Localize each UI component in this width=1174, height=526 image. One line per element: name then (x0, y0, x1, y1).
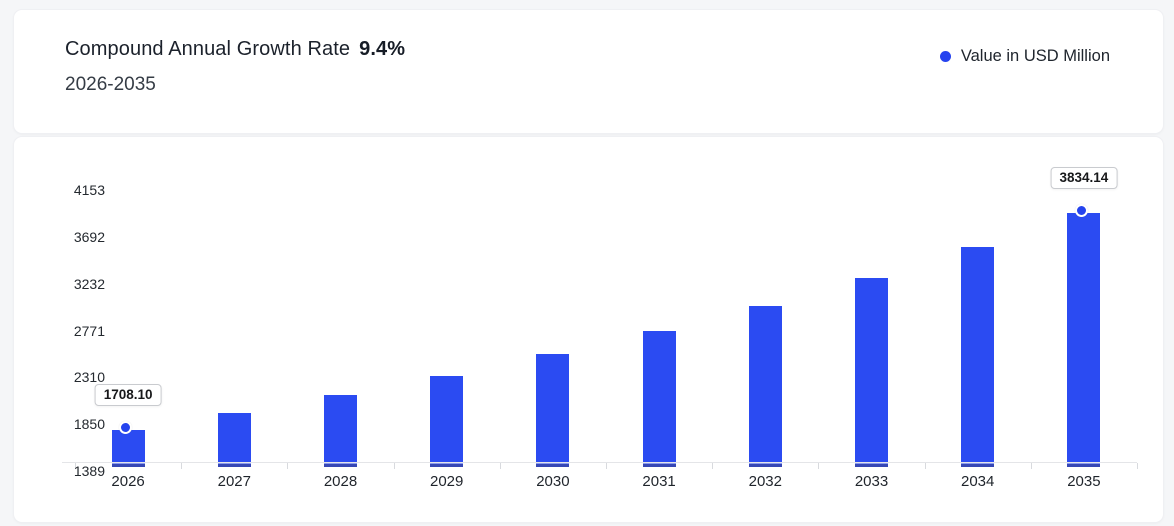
bar-base (324, 462, 357, 467)
bar-2027[interactable] (217, 413, 251, 467)
x-axis-tick (818, 463, 820, 469)
x-axis-tick (181, 463, 183, 469)
bar-2031[interactable] (642, 331, 676, 467)
bar-base (748, 462, 782, 467)
x-axis-tick (924, 463, 926, 469)
x-axis-label: 2031 (642, 473, 676, 490)
x-axis-tick (712, 463, 714, 469)
legend-dot-icon (939, 51, 951, 62)
y-axis-label: 1389 (73, 463, 105, 479)
x-axis-label: 2027 (217, 473, 251, 490)
x-axis-label: 2029 (430, 473, 464, 490)
x-axis-label: 2032 (748, 473, 782, 490)
bar-base (961, 462, 995, 467)
x-axis-tick (499, 463, 501, 469)
value-callout-2035: 3834.14 (1050, 167, 1118, 190)
x-axis-label: 2035 (1067, 473, 1101, 490)
bar-base (642, 462, 676, 467)
point-marker-icon (1074, 204, 1088, 218)
y-axis-label: 3232 (73, 275, 105, 292)
bar-2033[interactable] (855, 277, 888, 467)
bar-base (217, 462, 251, 467)
x-axis-label: 2033 (854, 473, 889, 490)
period-subtitle: 2026-2035 (65, 74, 156, 95)
bar-base (855, 462, 888, 467)
bar-2032[interactable] (748, 305, 782, 467)
bar-base (111, 462, 145, 467)
title-text: Compound Annual Growth Rate (65, 38, 351, 60)
value-callout-2026: 1708.10 (94, 383, 162, 406)
y-axis-label: 2310 (73, 369, 105, 386)
bar-2034[interactable] (961, 246, 995, 467)
bar-2028[interactable] (324, 395, 357, 467)
y-axis-label: 1850 (73, 416, 105, 433)
y-axis-label: 3692 (73, 228, 105, 245)
x-axis-tick (1137, 463, 1138, 469)
x-axis-label: 2030 (536, 473, 570, 490)
bar-base (1067, 462, 1101, 467)
header-text-block: Compound Annual Growth Rate 9.4% 2026-203… (65, 38, 405, 96)
bar-2026[interactable] (111, 429, 145, 467)
bar-base (430, 462, 464, 467)
y-axis-label: 4153 (73, 182, 105, 198)
cagr-value: 9.4% (359, 38, 406, 60)
header-card: Compound Annual Growth Rate 9.4% 2026-203… (14, 10, 1163, 133)
x-axis-label: 2026 (111, 473, 145, 490)
x-axis-line (62, 462, 1137, 463)
x-axis-label: 2034 (961, 473, 995, 490)
x-axis-tick (606, 463, 607, 469)
point-marker-icon (119, 420, 133, 434)
x-axis-tick (287, 463, 289, 469)
bar-2030[interactable] (536, 354, 570, 467)
page-title: Compound Annual Growth Rate 9.4% (65, 38, 405, 61)
x-axis-label: 2028 (323, 473, 358, 490)
chart-card: 1389 1850 2310 2771 3232 3692 4153 2026 2027 2028… (14, 137, 1163, 522)
bar-2029[interactable] (430, 375, 464, 467)
x-axis-tick (75, 463, 76, 469)
bar-base (536, 462, 570, 467)
bar-2035[interactable] (1067, 213, 1101, 467)
x-axis-tick (393, 463, 395, 469)
legend-label: Value in USD Million (960, 47, 1110, 65)
bar-chart: 1389 1850 2310 2771 3232 3692 4153 2026 2027 2028… (14, 137, 1163, 522)
legend-item[interactable]: Value in USD Million (939, 47, 1110, 66)
x-axis-tick (1030, 463, 1032, 469)
y-axis-label: 2771 (73, 322, 105, 339)
